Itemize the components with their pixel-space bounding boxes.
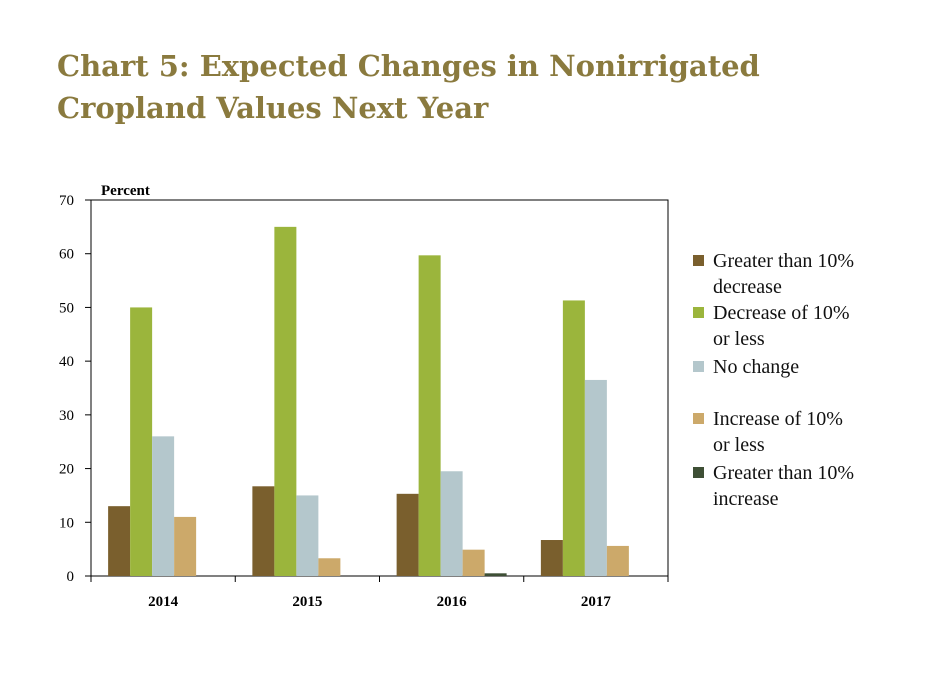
- legend-swatch: [693, 307, 704, 318]
- x-tick-label: 2014: [148, 594, 179, 610]
- bar: [462, 549, 485, 576]
- chart-title-line-1: Chart 5: Expected Changes in Nonirrigate…: [57, 49, 760, 83]
- bar: [484, 573, 507, 576]
- bar: [174, 516, 197, 576]
- y-tick-label: 20: [59, 462, 74, 478]
- bar: [274, 226, 297, 576]
- legend-item-decrease-10-or-less: Decrease of 10% or less: [693, 300, 893, 354]
- legend-item-increase-10-or-less: Increase of 10% or less: [693, 406, 893, 460]
- legend-label: or less: [713, 328, 765, 350]
- legend-swatch: [693, 255, 704, 266]
- y-axis-label: Percent: [101, 183, 150, 199]
- legend-item-gt10-increase: Greater than 10% increase: [693, 460, 893, 512]
- y-tick-label: 30: [59, 408, 74, 424]
- chart-title-line-2: Cropland Values Next Year: [57, 91, 489, 125]
- chart-legend: Greater than 10% decrease Decrease of 10…: [693, 248, 893, 512]
- y-tick-label: 50: [59, 300, 74, 316]
- chart-title: Chart 5: Expected Changes in Nonirrigate…: [57, 45, 760, 129]
- x-tick-label: 2015: [292, 594, 322, 610]
- legend-label: increase: [713, 488, 779, 510]
- legend-label: decrease: [713, 276, 782, 298]
- x-tick-label: 2017: [581, 594, 612, 610]
- y-tick-label: 10: [59, 515, 74, 531]
- legend-label: Increase of 10%: [713, 408, 843, 430]
- bar: [396, 493, 419, 576]
- bar: [252, 486, 275, 576]
- legend-item-no-change: No change: [693, 354, 893, 406]
- legend-item-gt10-decrease: Greater than 10% decrease: [693, 248, 893, 300]
- y-tick-label: 40: [59, 354, 74, 370]
- bar: [130, 307, 153, 576]
- bar: [584, 379, 607, 576]
- y-tick-label: 60: [59, 247, 74, 263]
- legend-swatch: [693, 467, 704, 478]
- bar: [440, 471, 463, 576]
- legend-swatch: [693, 361, 704, 372]
- bar: [606, 545, 629, 576]
- bar: [152, 436, 175, 576]
- legend-label: Decrease of 10%: [713, 302, 850, 324]
- legend-label: No change: [713, 356, 800, 378]
- legend-swatch: [693, 413, 704, 424]
- bar: [540, 540, 563, 576]
- bar: [318, 558, 341, 576]
- bar: [108, 506, 131, 576]
- bar: [562, 300, 585, 576]
- y-tick-label: 70: [59, 193, 74, 209]
- bar: [418, 255, 441, 576]
- y-tick-label: 0: [67, 569, 75, 585]
- bar: [296, 495, 319, 576]
- legend-label: Greater than 10%: [713, 462, 855, 484]
- legend-label: or less: [713, 434, 765, 456]
- x-tick-label: 2016: [437, 594, 468, 610]
- legend-label: Greater than 10%: [713, 250, 855, 272]
